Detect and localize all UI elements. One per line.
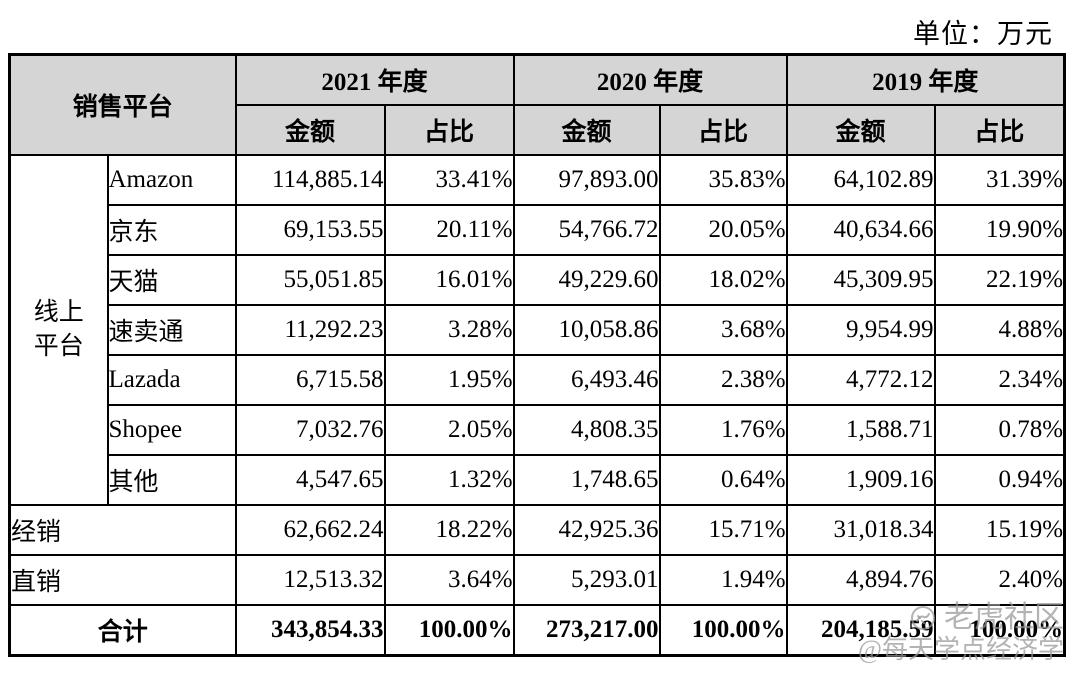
ratio-cell: 1.32% [383,454,515,506]
table-row-amazon: 线上 平台 Amazon 114,885.14 33.41% 97,893.00… [8,154,1066,506]
ratio-cell: 2.38% [658,354,788,406]
ratio-cell: 18.02% [658,254,788,306]
table-row-shopee: Shopee 7,032.76 2.05% 4,808.35 1.76% 1,5… [10,404,1066,456]
amount-cell: 5,293.01 [512,554,661,606]
ratio-cell: 0.94% [933,454,1066,506]
amount-cell: 343,854.33 [234,604,386,656]
amount-header: 金额 [234,104,386,156]
ratio-cell: 3.68% [658,304,788,356]
ratio-cell: 1.94% [658,554,788,606]
ratio-cell: 3.28% [383,304,515,356]
table-row-jd: 京东 69,153.55 20.11% 54,766.72 20.05% 40,… [10,204,1066,256]
amount-cell: 1,909.16 [785,454,936,506]
ratio-cell: 20.05% [658,204,788,256]
ratio-cell: 2.34% [933,354,1066,406]
amount-cell: 1,748.65 [512,454,661,506]
amount-cell: 49,229.60 [512,254,661,306]
year-header-2019: 2019 年度 [785,53,1066,106]
ratio-header: 占比 [658,104,788,156]
amount-cell: 64,102.89 [785,154,936,206]
ratio-cell: 1.76% [658,404,788,456]
channel-label-cell: 直销 [8,554,237,606]
ratio-cell: 0.64% [658,454,788,506]
amount-cell: 4,894.76 [785,554,936,606]
ratio-cell: 20.11% [383,204,515,256]
platform-cell: Lazada [106,354,237,406]
amount-cell: 62,662.24 [234,504,386,556]
platform-cell: 其他 [106,454,237,506]
ratio-cell: 22.19% [933,254,1066,306]
group-cell-online-platform: 线上 平台 [8,154,109,506]
amount-cell: 273,217.00 [512,604,661,656]
ratio-cell: 2.05% [383,404,515,456]
amount-cell: 204,185.59 [785,604,936,656]
amount-cell: 9,954.99 [785,304,936,356]
ratio-cell: 100.00% [933,604,1066,656]
header-row-years: 销售平台 2021 年度 2020 年度 2019 年度 [8,53,1066,156]
ratio-cell: 15.71% [658,504,788,556]
platform-cell: 速卖通 [106,304,237,356]
table-row-distribution: 经销 62,662.24 18.22% 42,925.36 15.71% 31,… [8,504,1066,556]
platform-cell: 天猫 [106,254,237,306]
amount-cell: 12,513.32 [234,554,386,606]
ratio-cell: 16.01% [383,254,515,306]
platform-cell: Shopee [106,404,237,456]
ratio-cell: 100.00% [658,604,788,656]
amount-cell: 55,051.85 [234,254,386,306]
ratio-cell: 0.78% [933,404,1066,456]
amount-cell: 7,032.76 [234,404,386,456]
channel-label-cell: 经销 [8,504,237,556]
year-header-2021: 2021 年度 [234,53,515,106]
platform-cell: Amazon [106,154,237,206]
amount-cell: 4,808.35 [512,404,661,456]
table-row-direct-sales: 直销 12,513.32 3.64% 5,293.01 1.94% 4,894.… [8,554,1066,606]
amount-cell: 54,766.72 [512,204,661,256]
amount-cell: 97,893.00 [512,154,661,206]
ratio-cell: 4.88% [933,304,1066,356]
corner-header: 销售平台 [8,53,237,156]
amount-cell: 42,925.36 [512,504,661,556]
ratio-cell: 100.00% [383,604,515,656]
platform-cell: 京东 [106,204,237,256]
amount-cell: 11,292.23 [234,304,386,356]
ratio-cell: 15.19% [933,504,1066,556]
sales-platform-table: 销售平台 2021 年度 2020 年度 2019 年度 金额 占比 金额 占比… [8,53,1067,657]
amount-cell: 4,547.65 [234,454,386,506]
amount-header: 金额 [785,104,936,156]
ratio-header: 占比 [383,104,515,156]
total-label-cell: 合计 [8,604,237,656]
ratio-cell: 31.39% [933,154,1066,206]
ratio-cell: 1.95% [383,354,515,406]
amount-cell: 31,018.34 [785,504,936,556]
amount-cell: 69,153.55 [234,204,386,256]
amount-cell: 10,058.86 [512,304,661,356]
year-header-2020: 2020 年度 [512,53,788,106]
table-row-aliexpress: 速卖通 11,292.23 3.28% 10,058.86 3.68% 9,95… [10,304,1066,356]
ratio-cell: 19.90% [933,204,1066,256]
amount-cell: 114,885.14 [234,154,386,206]
ratio-cell: 2.40% [933,554,1066,606]
amount-cell: 1,588.71 [785,404,936,456]
ratio-cell: 35.83% [658,154,788,206]
amount-cell: 6,493.46 [512,354,661,406]
table-row-lazada: Lazada 6,715.58 1.95% 6,493.46 2.38% 4,7… [10,354,1066,406]
table-row-tmall: 天猫 55,051.85 16.01% 49,229.60 18.02% 45,… [10,254,1066,306]
table-row-total: 合计 343,854.33 100.00% 273,217.00 100.00%… [8,604,1066,656]
ratio-cell: 3.64% [383,554,515,606]
amount-cell: 4,772.12 [785,354,936,406]
table-row-others: 其他 4,547.65 1.32% 1,748.65 0.64% 1,909.1… [10,454,1066,506]
header-row-subheaders: 金额 占比 金额 占比 金额 占比 [10,104,1066,156]
amount-cell: 40,634.66 [785,204,936,256]
unit-label: 单位：万元 [913,19,1053,49]
ratio-cell: 33.41% [383,154,515,206]
amount-cell: 6,715.58 [234,354,386,406]
ratio-cell: 18.22% [383,504,515,556]
amount-cell: 45,309.95 [785,254,936,306]
ratio-header: 占比 [933,104,1066,156]
amount-header: 金额 [512,104,661,156]
